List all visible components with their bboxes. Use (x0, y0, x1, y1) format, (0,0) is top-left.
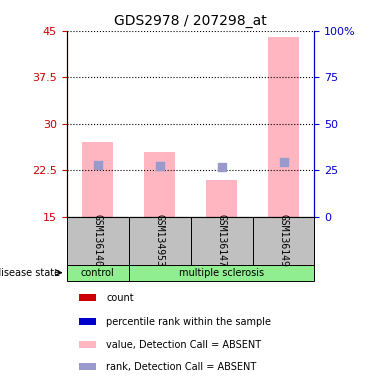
Bar (79, 363, 96, 370)
Bar (79, 295, 96, 301)
Text: GSM134953: GSM134953 (155, 214, 165, 267)
Point (95, 162, 101, 168)
FancyBboxPatch shape (129, 265, 314, 281)
Text: disease state: disease state (0, 268, 60, 278)
Text: rank, Detection Call = ABSENT: rank, Detection Call = ABSENT (106, 362, 256, 372)
Point (219, 164, 225, 170)
FancyBboxPatch shape (191, 217, 252, 265)
Title: GDS2978 / 207298_at: GDS2978 / 207298_at (114, 14, 267, 28)
FancyBboxPatch shape (67, 217, 129, 265)
Text: GSM136147: GSM136147 (216, 214, 226, 267)
FancyBboxPatch shape (252, 217, 314, 265)
Text: percentile rank within the sample: percentile rank within the sample (106, 317, 271, 327)
Point (280, 159, 286, 165)
Bar (79, 341, 96, 348)
FancyBboxPatch shape (67, 265, 129, 281)
Point (157, 162, 162, 169)
Text: count: count (106, 293, 134, 303)
Bar (79, 318, 96, 325)
Bar (206, 180, 237, 217)
Text: value, Detection Call = ABSENT: value, Detection Call = ABSENT (106, 340, 261, 350)
Text: multiple sclerosis: multiple sclerosis (179, 268, 264, 278)
Bar (268, 37, 299, 217)
Bar (144, 152, 175, 217)
FancyBboxPatch shape (129, 217, 191, 265)
Text: GSM136140: GSM136140 (92, 214, 102, 267)
Bar (82, 142, 113, 217)
Text: control: control (81, 268, 114, 278)
Text: GSM136149: GSM136149 (279, 214, 289, 267)
